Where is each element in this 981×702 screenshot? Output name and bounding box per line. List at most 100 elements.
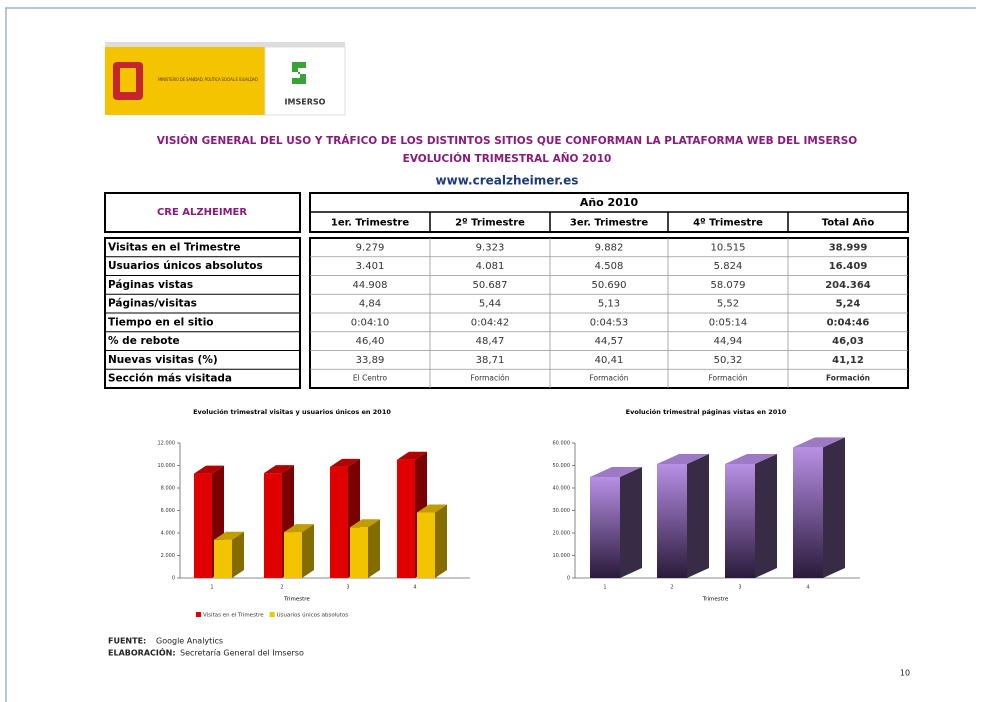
table-cell: 38,71	[476, 355, 505, 366]
row-label: Visitas en el Trimestre	[108, 241, 240, 253]
table-cell: 40,41	[595, 355, 624, 366]
table-cell: El Centro	[353, 374, 388, 383]
y-tick-label: 2.000	[161, 553, 175, 559]
table-group: Año 2010	[580, 196, 639, 209]
row-label: Páginas/visitas	[108, 298, 197, 310]
prepared-label: ELABORACIÓN:	[108, 647, 176, 658]
bar-side	[620, 466, 642, 578]
bar	[214, 539, 232, 578]
bar-top	[350, 519, 380, 528]
ministry-name: MINISTERIO DE SANIDAD, POLÍTICA SOCIAL E…	[158, 77, 258, 82]
bar-top	[214, 531, 244, 540]
row-label: Tiempo en el sitio	[108, 316, 214, 328]
y-tick-label: 0	[172, 576, 175, 582]
bar-side	[302, 524, 314, 578]
table-cell: 38.999	[829, 242, 868, 253]
bar	[350, 527, 368, 578]
y-tick-label: 10.000	[158, 463, 176, 469]
coat-of-arms	[120, 68, 136, 92]
bar	[417, 512, 435, 578]
x-tick-label: 4	[413, 585, 416, 591]
table-cell: 3.401	[356, 261, 385, 272]
table-cell: 0:04:10	[351, 317, 390, 328]
row-label: Sección más visitada	[108, 373, 232, 385]
column-header: 1er. Trimestre	[331, 218, 409, 229]
page-number: 10	[900, 669, 910, 678]
y-tick-label: 4.000	[161, 531, 175, 537]
bar-top	[725, 453, 777, 464]
table-cell: Formación	[826, 374, 870, 383]
subtitle: EVOLUCIÓN TRIMESTRAL AÑO 2010	[403, 152, 612, 165]
bar-top	[330, 458, 360, 467]
y-tick-label: 50.000	[553, 463, 571, 469]
source-label: FUENTE:	[108, 637, 146, 646]
table-cell: 5,52	[717, 299, 739, 310]
table-cell: 33,89	[356, 355, 385, 366]
table-cell: 50.687	[473, 280, 508, 291]
bar-side	[687, 453, 709, 578]
y-tick-label: 10.000	[553, 553, 571, 559]
y-tick-label: 6.000	[161, 508, 175, 514]
imserso-name: IMSERSO	[285, 98, 326, 107]
table-cell: 46,40	[356, 336, 385, 347]
table-cell: 4,84	[359, 299, 381, 310]
x-tick-label: 2	[280, 585, 283, 591]
table-cell: 50.690	[592, 280, 627, 291]
table-cell: 0:04:53	[590, 317, 629, 328]
table-cell: Formación	[589, 374, 628, 383]
table-cell: 44,57	[595, 336, 624, 347]
url: www.crealzheimer.es	[436, 174, 579, 188]
table-cell: 16.409	[829, 261, 868, 272]
row-label: Usuarios únicos absolutos	[108, 260, 263, 272]
bar-side	[823, 437, 845, 578]
legend-label: Visitas en el Trimestre	[203, 613, 264, 619]
row-label: Páginas vistas	[108, 279, 193, 291]
source: Google Analytics	[156, 637, 223, 646]
bar	[284, 532, 302, 578]
y-tick-label: 40.000	[553, 486, 571, 492]
table-cell: 9.279	[356, 242, 385, 253]
bar-top	[284, 524, 314, 533]
x-tick-label: 3	[346, 585, 349, 591]
bar-top	[397, 451, 427, 460]
bar	[194, 473, 212, 578]
y-tick-label: 60.000	[553, 441, 571, 447]
table-corner-cell	[104, 192, 301, 233]
column-header: 3er. Trimestre	[570, 218, 648, 229]
y-tick-label: 0	[567, 576, 570, 582]
table-cell: 9.323	[476, 242, 505, 253]
table-cell: 5,24	[836, 299, 861, 310]
title: VISIÓN GENERAL DEL USO Y TRÁFICO DE LOS …	[157, 134, 857, 147]
bar	[725, 463, 755, 578]
column-header: 4º Trimestre	[693, 218, 763, 229]
table-cell: 0:05:14	[709, 317, 748, 328]
x-axis-label: Trimestre	[702, 597, 729, 603]
row-label: % de rebote	[108, 335, 180, 347]
table-cell: 0:04:46	[827, 317, 870, 328]
table-cell: 48,47	[476, 336, 505, 347]
x-tick-label: 2	[670, 585, 673, 591]
bar-top	[590, 466, 642, 477]
x-tick-label: 3	[738, 585, 741, 591]
table-cell: 58.079	[711, 280, 746, 291]
bar	[330, 466, 348, 578]
table-cell: 9.882	[595, 242, 624, 253]
table-cell: 5,44	[479, 299, 501, 310]
chart-title: Evolución trimestral visitas y usuarios …	[193, 408, 391, 416]
table-cell: Formación	[708, 374, 747, 383]
y-tick-label: 20.000	[553, 531, 571, 537]
bar	[793, 447, 823, 578]
bar	[590, 476, 620, 578]
table-cell: 0:04:42	[471, 317, 510, 328]
bar-top	[793, 437, 845, 448]
table-cell: 44,94	[714, 336, 743, 347]
table-cell: 50,32	[714, 355, 743, 366]
bar	[657, 463, 687, 578]
table-cell: 5,13	[598, 299, 620, 310]
bar-side	[435, 504, 447, 578]
x-tick-label: 1	[210, 585, 213, 591]
table-cell: 5.824	[714, 261, 743, 272]
table-cell: 44.908	[353, 280, 388, 291]
bar-top	[264, 465, 294, 474]
